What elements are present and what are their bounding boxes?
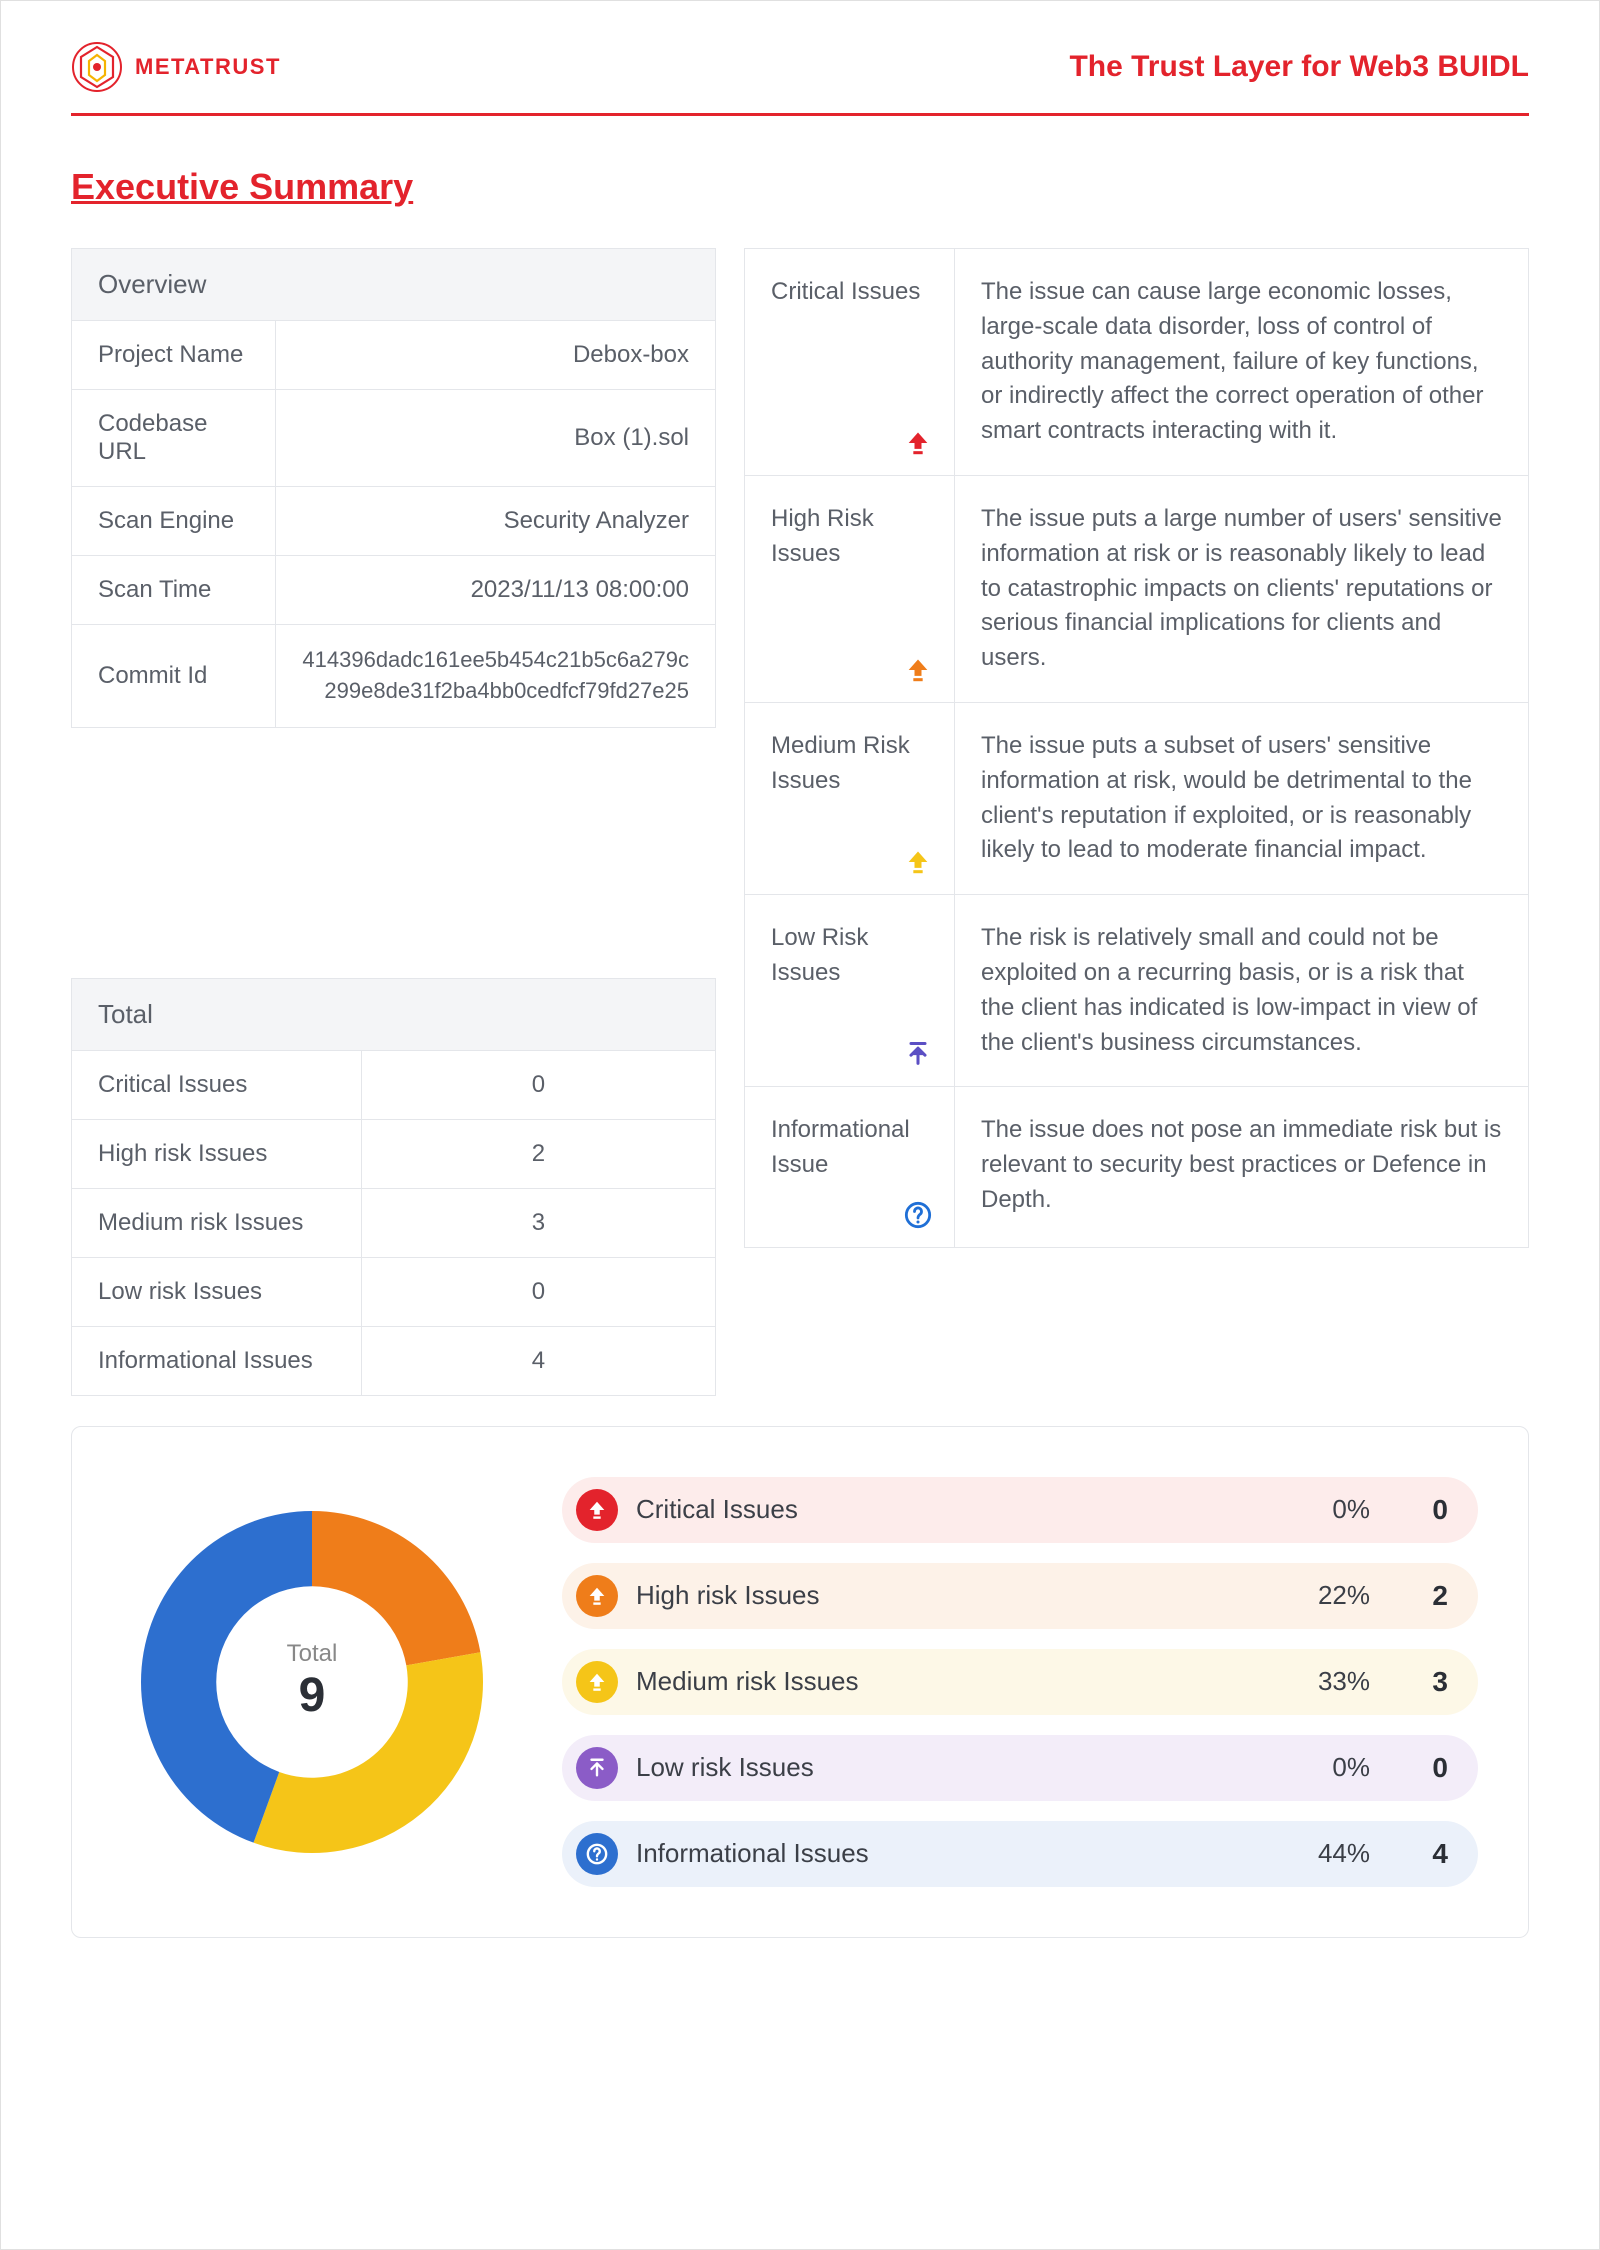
donut-chart: Total 9 xyxy=(122,1492,502,1872)
legend-count: 2 xyxy=(1388,1580,1448,1612)
summary-columns: Overview Project NameDebox-boxCodebase U… xyxy=(71,248,1529,1396)
header-tagline: The Trust Layer for Web3 BUIDL xyxy=(1069,50,1529,84)
overview-label: Scan Time xyxy=(72,556,276,625)
legend-badge-icon xyxy=(576,1747,618,1789)
overview-value: 414396dadc161ee5b454c21b5c6a279c299e8de3… xyxy=(276,625,716,728)
definition-label: Informational Issue xyxy=(771,1113,928,1183)
totals-count: 3 xyxy=(361,1188,715,1257)
brand-logo-icon xyxy=(71,41,123,93)
table-row: Project NameDebox-box xyxy=(72,321,716,390)
legend-count: 0 xyxy=(1388,1752,1448,1784)
legend-label: High risk Issues xyxy=(636,1580,1272,1611)
overview-label: Scan Engine xyxy=(72,487,276,556)
table-row: High risk Issues2 xyxy=(72,1119,716,1188)
legend-row: Medium risk Issues 33% 3 xyxy=(562,1649,1478,1715)
totals-label: High risk Issues xyxy=(72,1119,362,1188)
table-row: Commit Id414396dadc161ee5b454c21b5c6a279… xyxy=(72,625,716,728)
legend-row: Low risk Issues 0% 0 xyxy=(562,1735,1478,1801)
severity-icon xyxy=(904,656,932,684)
totals-label: Medium risk Issues xyxy=(72,1188,362,1257)
definitions-table: Critical Issues The issue can cause large… xyxy=(744,248,1529,1248)
legend-percent: 0% xyxy=(1290,1752,1370,1783)
legend-percent: 0% xyxy=(1290,1494,1370,1525)
definition-text: The issue puts a subset of users' sensit… xyxy=(955,702,1529,894)
overview-label: Project Name xyxy=(72,321,276,390)
legend-count: 4 xyxy=(1388,1838,1448,1870)
legend-label: Informational Issues xyxy=(636,1838,1272,1869)
definition-text: The issue does not pose an immediate ris… xyxy=(955,1087,1529,1248)
definition-label: Medium Risk Issues xyxy=(771,729,928,799)
table-row: Informational Issues4 xyxy=(72,1326,716,1395)
definition-label-cell: Medium Risk Issues xyxy=(745,702,955,894)
severity-icon xyxy=(904,1201,932,1229)
brand: METATRUST xyxy=(71,41,281,93)
table-row: Scan Time2023/11/13 08:00:00 xyxy=(72,556,716,625)
legend-percent: 22% xyxy=(1290,1580,1370,1611)
table-row: Scan EngineSecurity Analyzer xyxy=(72,487,716,556)
definition-row: Medium Risk Issues The issue puts a subse… xyxy=(745,702,1529,894)
legend-percent: 44% xyxy=(1290,1838,1370,1869)
page-header: METATRUST The Trust Layer for Web3 BUIDL xyxy=(71,41,1529,116)
definition-text: The risk is relatively small and could n… xyxy=(955,895,1529,1087)
chart-legend: Critical Issues 0% 0 High risk Issues 22% 2 Me… xyxy=(562,1477,1478,1887)
section-title: Executive Summary xyxy=(71,166,1529,208)
table-row: Low risk Issues0 xyxy=(72,1257,716,1326)
legend-percent: 33% xyxy=(1290,1666,1370,1697)
definition-label: Critical Issues xyxy=(771,275,928,310)
overview-label: Commit Id xyxy=(72,625,276,728)
definition-label-cell: Informational Issue xyxy=(745,1087,955,1248)
definition-row: Low Risk Issues The risk is relatively sm… xyxy=(745,895,1529,1087)
definition-label-cell: Critical Issues xyxy=(745,249,955,476)
legend-badge-icon xyxy=(576,1575,618,1617)
totals-table: Total Critical Issues0High risk Issues2M… xyxy=(71,978,716,1396)
totals-count: 0 xyxy=(361,1050,715,1119)
brand-text: METATRUST xyxy=(135,54,281,80)
overview-value: Security Analyzer xyxy=(276,487,716,556)
severity-icon xyxy=(904,848,932,876)
totals-count: 0 xyxy=(361,1257,715,1326)
legend-badge-icon xyxy=(576,1833,618,1875)
overview-value: Debox-box xyxy=(276,321,716,390)
legend-badge-icon xyxy=(576,1661,618,1703)
legend-row: Critical Issues 0% 0 xyxy=(562,1477,1478,1543)
totals-label: Low risk Issues xyxy=(72,1257,362,1326)
chart-card: Total 9 Critical Issues 0% 0 High risk Issu… xyxy=(71,1426,1529,1938)
overview-table: Overview Project NameDebox-boxCodebase U… xyxy=(71,248,716,728)
legend-badge-icon xyxy=(576,1489,618,1531)
legend-label: Medium risk Issues xyxy=(636,1666,1272,1697)
table-row: Critical Issues0 xyxy=(72,1050,716,1119)
severity-icon xyxy=(904,429,932,457)
definition-text: The issue puts a large number of users' … xyxy=(955,475,1529,702)
definition-label: Low Risk Issues xyxy=(771,921,928,991)
overview-heading: Overview xyxy=(72,249,716,321)
legend-label: Low risk Issues xyxy=(636,1752,1272,1783)
legend-row: High risk Issues 22% 2 xyxy=(562,1563,1478,1629)
donut-total-label: Total xyxy=(287,1640,338,1668)
definition-label: High Risk Issues xyxy=(771,502,928,572)
overview-value: 2023/11/13 08:00:00 xyxy=(276,556,716,625)
totals-label: Informational Issues xyxy=(72,1326,362,1395)
totals-count: 2 xyxy=(361,1119,715,1188)
legend-row: Informational Issues 44% 4 xyxy=(562,1821,1478,1887)
definition-label-cell: High Risk Issues xyxy=(745,475,955,702)
overview-value: Box (1).sol xyxy=(276,390,716,487)
donut-total-value: 9 xyxy=(299,1668,326,1723)
totals-heading: Total xyxy=(72,978,716,1050)
page: METATRUST The Trust Layer for Web3 BUIDL… xyxy=(0,0,1600,2250)
definition-row: Critical Issues The issue can cause large… xyxy=(745,249,1529,476)
definition-text: The issue can cause large economic losse… xyxy=(955,249,1529,476)
table-row: Codebase URLBox (1).sol xyxy=(72,390,716,487)
totals-count: 4 xyxy=(361,1326,715,1395)
donut-center: Total 9 xyxy=(122,1492,502,1872)
table-row: Medium risk Issues3 xyxy=(72,1188,716,1257)
legend-label: Critical Issues xyxy=(636,1494,1272,1525)
definition-row: Informational Issue The issue does not po… xyxy=(745,1087,1529,1248)
definition-label-cell: Low Risk Issues xyxy=(745,895,955,1087)
severity-icon xyxy=(904,1040,932,1068)
legend-count: 3 xyxy=(1388,1666,1448,1698)
overview-label: Codebase URL xyxy=(72,390,276,487)
totals-label: Critical Issues xyxy=(72,1050,362,1119)
definition-row: High Risk Issues The issue puts a large n… xyxy=(745,475,1529,702)
legend-count: 0 xyxy=(1388,1494,1448,1526)
